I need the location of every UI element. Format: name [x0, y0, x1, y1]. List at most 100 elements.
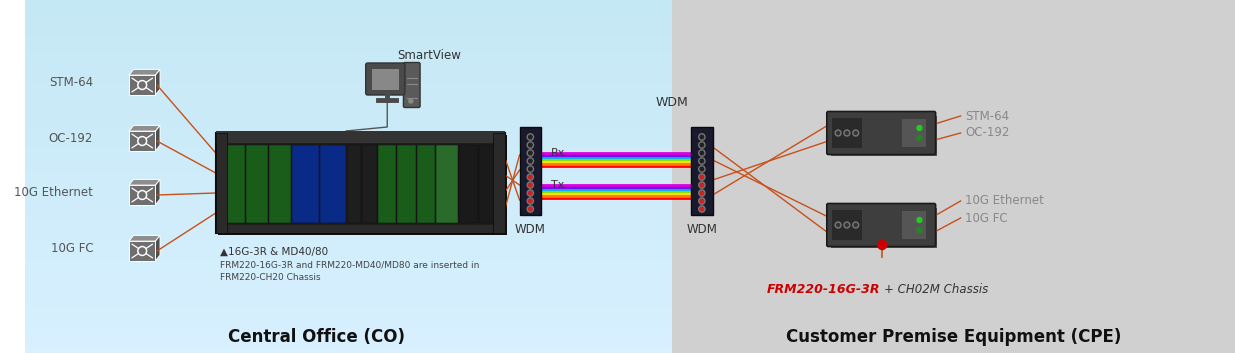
Text: OC-192: OC-192 [966, 126, 1010, 139]
Bar [25, 264, 672, 271]
Text: OC-192: OC-192 [49, 132, 93, 145]
Bar [25, 134, 672, 141]
Text: Rx: Rx [551, 148, 566, 158]
Text: FRM220-16G-3R: FRM220-16G-3R [767, 283, 881, 296]
Text: WDM: WDM [515, 223, 546, 236]
Bar [25, 52, 672, 59]
Circle shape [699, 158, 705, 164]
Bar [347, 145, 362, 223]
Bar [25, 287, 672, 294]
Bar [25, 258, 672, 265]
Bar [25, 117, 672, 124]
Bar [25, 311, 672, 318]
Bar [25, 346, 672, 353]
Circle shape [846, 223, 848, 227]
FancyBboxPatch shape [826, 112, 936, 155]
Bar [25, 111, 672, 118]
Bar [25, 317, 672, 324]
Bar [216, 225, 505, 233]
Circle shape [699, 198, 705, 204]
Text: WDM: WDM [687, 223, 718, 236]
Bar [25, 152, 672, 159]
Bar [25, 70, 672, 77]
Text: STM-64: STM-64 [49, 77, 93, 90]
Bar [25, 164, 672, 170]
Polygon shape [128, 185, 156, 205]
Circle shape [699, 166, 705, 172]
Circle shape [700, 167, 704, 171]
Circle shape [699, 206, 705, 212]
Polygon shape [128, 70, 161, 75]
Bar [25, 276, 672, 282]
Circle shape [527, 174, 534, 180]
Bar [25, 205, 672, 212]
Circle shape [138, 246, 147, 256]
Bar [25, 217, 672, 223]
Circle shape [699, 190, 705, 196]
Circle shape [700, 199, 704, 203]
Circle shape [853, 130, 858, 136]
Circle shape [699, 150, 705, 156]
Bar [25, 0, 672, 6]
Bar [378, 145, 396, 223]
Circle shape [138, 191, 147, 199]
Circle shape [855, 132, 857, 134]
Bar [25, 82, 672, 88]
Bar [25, 299, 672, 306]
Bar [25, 240, 672, 247]
Circle shape [855, 223, 857, 227]
Circle shape [140, 138, 146, 144]
Bar [831, 208, 937, 248]
Circle shape [700, 151, 704, 155]
Bar [831, 116, 937, 156]
Bar [216, 131, 505, 143]
Bar [25, 281, 672, 288]
Circle shape [699, 142, 705, 148]
Circle shape [853, 222, 858, 228]
Circle shape [699, 182, 705, 188]
Bar [25, 252, 672, 259]
Bar [25, 76, 672, 82]
Polygon shape [128, 235, 161, 241]
Bar [25, 270, 672, 276]
Bar [493, 133, 505, 233]
Bar [25, 58, 672, 65]
Bar [25, 40, 672, 47]
Circle shape [527, 190, 534, 196]
Bar [25, 34, 672, 41]
Bar [25, 17, 672, 24]
Circle shape [916, 126, 921, 131]
Bar [25, 223, 672, 229]
Text: 10G FC: 10G FC [966, 211, 1008, 225]
Text: FRM220-CH20 Chassis: FRM220-CH20 Chassis [220, 273, 320, 282]
Bar [25, 87, 672, 94]
Circle shape [138, 137, 147, 145]
Circle shape [836, 132, 840, 134]
Circle shape [409, 99, 412, 103]
Bar [217, 135, 506, 235]
Bar [25, 211, 672, 218]
Text: ▲16G-3R & MD40/80: ▲16G-3R & MD40/80 [220, 247, 327, 257]
Bar [25, 228, 672, 235]
Text: 10G Ethernet: 10G Ethernet [15, 186, 93, 199]
Circle shape [844, 222, 850, 228]
Polygon shape [156, 125, 161, 151]
Text: 10G Ethernet: 10G Ethernet [966, 195, 1045, 208]
Bar [222, 145, 245, 223]
Bar [25, 193, 672, 200]
Circle shape [529, 151, 532, 155]
Circle shape [835, 130, 841, 136]
Text: FRM220-16G-3R and FRM220-MD40/MD80 are inserted in: FRM220-16G-3R and FRM220-MD40/MD80 are i… [220, 260, 479, 269]
Circle shape [700, 143, 704, 147]
Circle shape [916, 227, 921, 233]
Bar [25, 234, 672, 241]
Bar [216, 133, 227, 233]
Circle shape [835, 222, 841, 228]
Polygon shape [128, 241, 156, 261]
Circle shape [140, 192, 146, 198]
Polygon shape [156, 235, 161, 261]
Circle shape [700, 207, 704, 211]
Text: Customer Premise Equipment (CPE): Customer Premise Equipment (CPE) [785, 328, 1121, 346]
Bar [25, 11, 672, 18]
Circle shape [527, 198, 534, 204]
